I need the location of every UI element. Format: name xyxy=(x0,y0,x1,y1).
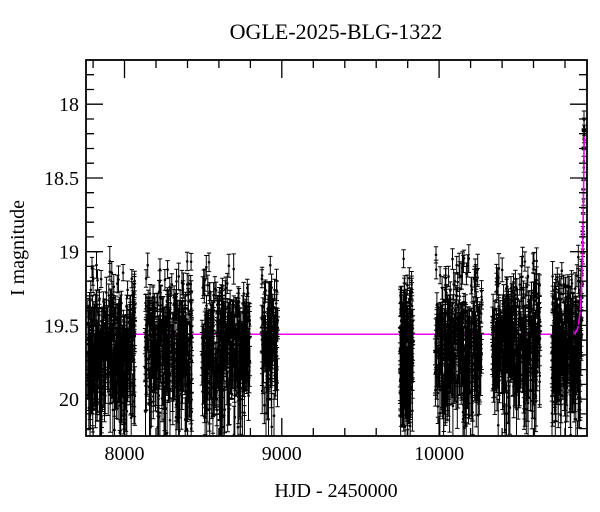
season-1-points xyxy=(86,260,137,434)
y-tick-label: 18.5 xyxy=(44,168,79,190)
x-axis-label: HJD - 2450000 xyxy=(274,480,397,502)
season-3-points xyxy=(200,261,252,436)
x-tick-label: 9000 xyxy=(262,443,302,465)
axes-layer: 8000 9000 10000 18 18.5 19 19.5 20 xyxy=(44,60,587,465)
season-8-points xyxy=(550,255,583,436)
axis-ticks xyxy=(86,60,587,436)
model-rise xyxy=(573,136,585,335)
season-6-points xyxy=(433,253,484,430)
y-tick-label: 18 xyxy=(59,94,79,116)
plot-frame xyxy=(85,59,588,437)
season-7-points xyxy=(491,255,542,432)
y-tick-label: 20 xyxy=(59,389,79,411)
season-4-points xyxy=(260,263,280,429)
season-4-error-bars xyxy=(259,255,280,436)
x-tick-label: 8000 xyxy=(105,443,145,465)
y-tick-label: 19.5 xyxy=(44,315,79,337)
y-axis-label: I magnitude xyxy=(7,200,29,296)
season-2-points xyxy=(143,260,194,436)
model-rise-curve xyxy=(573,136,585,335)
season-5-points xyxy=(398,257,415,429)
photometry-points-layer xyxy=(86,110,587,436)
chart-title: OGLE-2025-BLG-1322 xyxy=(230,19,443,44)
y-tick-label: 19 xyxy=(59,242,79,264)
x-tick-label: 10000 xyxy=(414,443,464,465)
